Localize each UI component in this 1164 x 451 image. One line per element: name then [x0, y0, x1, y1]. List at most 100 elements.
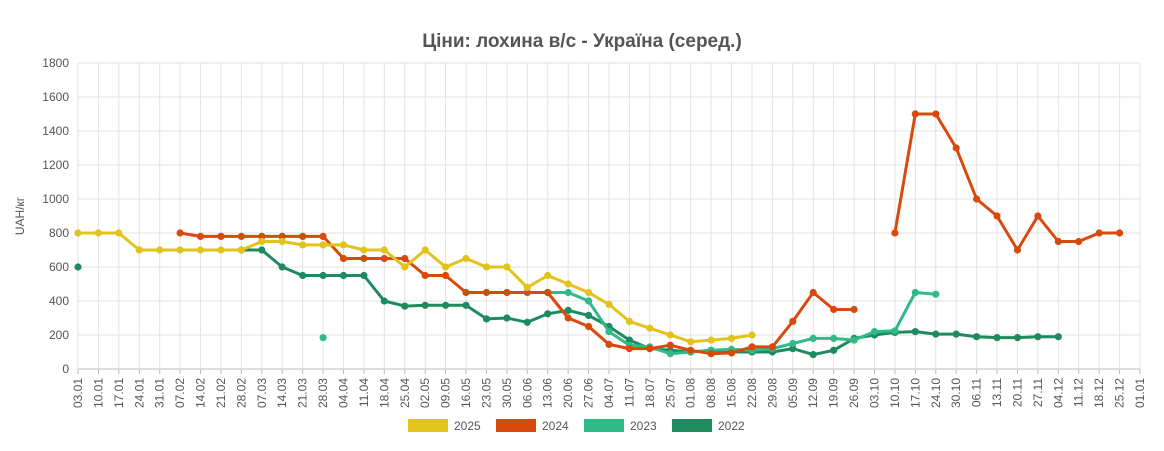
data-point-2025[interactable] — [625, 317, 634, 325]
data-point-2024[interactable] — [932, 110, 940, 118]
data-point-2024[interactable] — [973, 195, 981, 203]
data-point-2022[interactable] — [932, 330, 940, 338]
data-point-2025[interactable] — [748, 331, 756, 339]
data-point-2024[interactable] — [911, 110, 919, 118]
data-point-2023[interactable] — [911, 288, 919, 297]
data-point-2025[interactable] — [237, 246, 245, 254]
data-point-2022[interactable] — [380, 297, 388, 305]
data-point-2024[interactable] — [646, 345, 654, 353]
data-point-2025[interactable] — [727, 334, 736, 342]
data-point-2022[interactable] — [973, 333, 981, 341]
data-point-2024[interactable] — [299, 232, 307, 240]
data-point-2023[interactable] — [870, 328, 879, 336]
data-point-2024[interactable] — [687, 346, 695, 354]
data-point-2024[interactable] — [380, 254, 388, 263]
data-point-2024[interactable] — [830, 305, 838, 314]
data-point-2022[interactable] — [830, 346, 838, 354]
data-point-2025[interactable] — [94, 229, 102, 237]
data-point-2024[interactable] — [809, 288, 817, 297]
data-point-2024[interactable] — [625, 345, 634, 353]
data-point-2024[interactable] — [768, 343, 777, 351]
data-point-2022[interactable] — [993, 334, 1001, 342]
data-point-2023[interactable] — [564, 288, 572, 297]
data-point-2025[interactable] — [115, 229, 123, 237]
data-point-2024[interactable] — [1034, 212, 1042, 220]
data-point-2025[interactable] — [421, 246, 429, 254]
data-point-2024[interactable] — [666, 341, 674, 349]
data-point-2025[interactable] — [666, 331, 674, 339]
data-point-2025[interactable] — [503, 263, 511, 271]
data-point-2024[interactable] — [564, 314, 572, 322]
legend[interactable]: 2025 2024 2023 2022 — [408, 419, 745, 433]
data-point-2024[interactable] — [1075, 237, 1083, 246]
data-point-2022[interactable] — [319, 271, 327, 280]
data-point-2024[interactable] — [401, 254, 409, 263]
data-point-2025[interactable] — [380, 246, 388, 254]
data-point-2024[interactable] — [993, 212, 1001, 220]
data-point-2024[interactable] — [727, 349, 736, 357]
data-point-2025[interactable] — [707, 336, 715, 344]
data-point-2022[interactable] — [952, 330, 960, 338]
data-point-2024[interactable] — [1116, 229, 1124, 237]
data-point-2022[interactable] — [278, 263, 286, 271]
data-point-2025[interactable] — [687, 338, 695, 346]
data-point-2025[interactable] — [135, 246, 143, 254]
data-point-2025[interactable] — [217, 246, 225, 254]
data-point-2022[interactable] — [544, 310, 552, 318]
data-point-2024[interactable] — [339, 254, 348, 263]
data-point-2025[interactable] — [401, 263, 409, 271]
data-point-2024[interactable] — [237, 232, 245, 240]
data-point-2025[interactable] — [564, 280, 572, 288]
data-point-2025[interactable] — [585, 288, 593, 297]
legend-item-2022[interactable]: 2022 — [672, 419, 745, 433]
data-point-2023[interactable] — [830, 334, 838, 342]
data-point-2024[interactable] — [748, 343, 756, 351]
data-point-2024[interactable] — [482, 288, 491, 297]
data-point-2024[interactable] — [258, 232, 266, 240]
legend-item-2024[interactable]: 2024 — [496, 419, 569, 433]
data-point-2023[interactable] — [850, 336, 858, 344]
data-point-2025[interactable] — [360, 246, 368, 254]
data-point-2022[interactable] — [1013, 334, 1022, 342]
data-point-2023[interactable] — [605, 328, 613, 336]
data-point-2025[interactable] — [605, 300, 613, 308]
data-point-2022[interactable] — [911, 328, 919, 336]
data-point-2024[interactable] — [442, 271, 450, 280]
legend-item-2023[interactable]: 2023 — [584, 419, 657, 433]
data-point-2024[interactable] — [850, 305, 858, 314]
data-point-2022[interactable] — [585, 311, 593, 319]
data-point-2022[interactable] — [1034, 333, 1042, 341]
data-point-2025[interactable] — [258, 237, 266, 246]
data-point-2022[interactable] — [360, 271, 368, 280]
data-point-2022[interactable] — [523, 318, 531, 326]
data-point-2024[interactable] — [278, 232, 286, 240]
data-point-2024[interactable] — [360, 254, 368, 263]
data-point-2025[interactable] — [482, 263, 491, 271]
data-point-2024[interactable] — [789, 317, 797, 325]
data-point-2025[interactable] — [339, 241, 348, 249]
data-point-2022[interactable] — [564, 306, 572, 314]
legend-item-2025[interactable]: 2025 — [408, 419, 481, 433]
data-point-2024[interactable] — [544, 288, 552, 297]
data-point-2023[interactable] — [932, 290, 940, 298]
data-point-2025[interactable] — [74, 229, 82, 237]
data-point-2022[interactable] — [74, 263, 82, 271]
data-point-2025[interactable] — [544, 271, 552, 280]
data-point-2022[interactable] — [299, 271, 307, 280]
data-point-2025[interactable] — [523, 283, 531, 291]
data-point-2023[interactable] — [891, 327, 899, 335]
data-point-2025[interactable] — [462, 254, 470, 263]
data-point-2022[interactable] — [339, 271, 348, 280]
data-point-2024[interactable] — [707, 350, 715, 358]
data-point-2024[interactable] — [605, 340, 613, 348]
data-point-2025[interactable] — [156, 246, 164, 254]
data-point-2022[interactable] — [789, 345, 797, 353]
data-point-2024[interactable] — [1013, 246, 1022, 254]
data-point-2024[interactable] — [462, 288, 470, 297]
data-point-2024[interactable] — [585, 322, 593, 331]
data-point-2022[interactable] — [462, 301, 470, 309]
data-point-2022[interactable] — [482, 315, 491, 323]
data-point-2024[interactable] — [952, 144, 960, 152]
data-point-2023[interactable] — [789, 339, 797, 348]
data-point-2024[interactable] — [523, 288, 531, 297]
